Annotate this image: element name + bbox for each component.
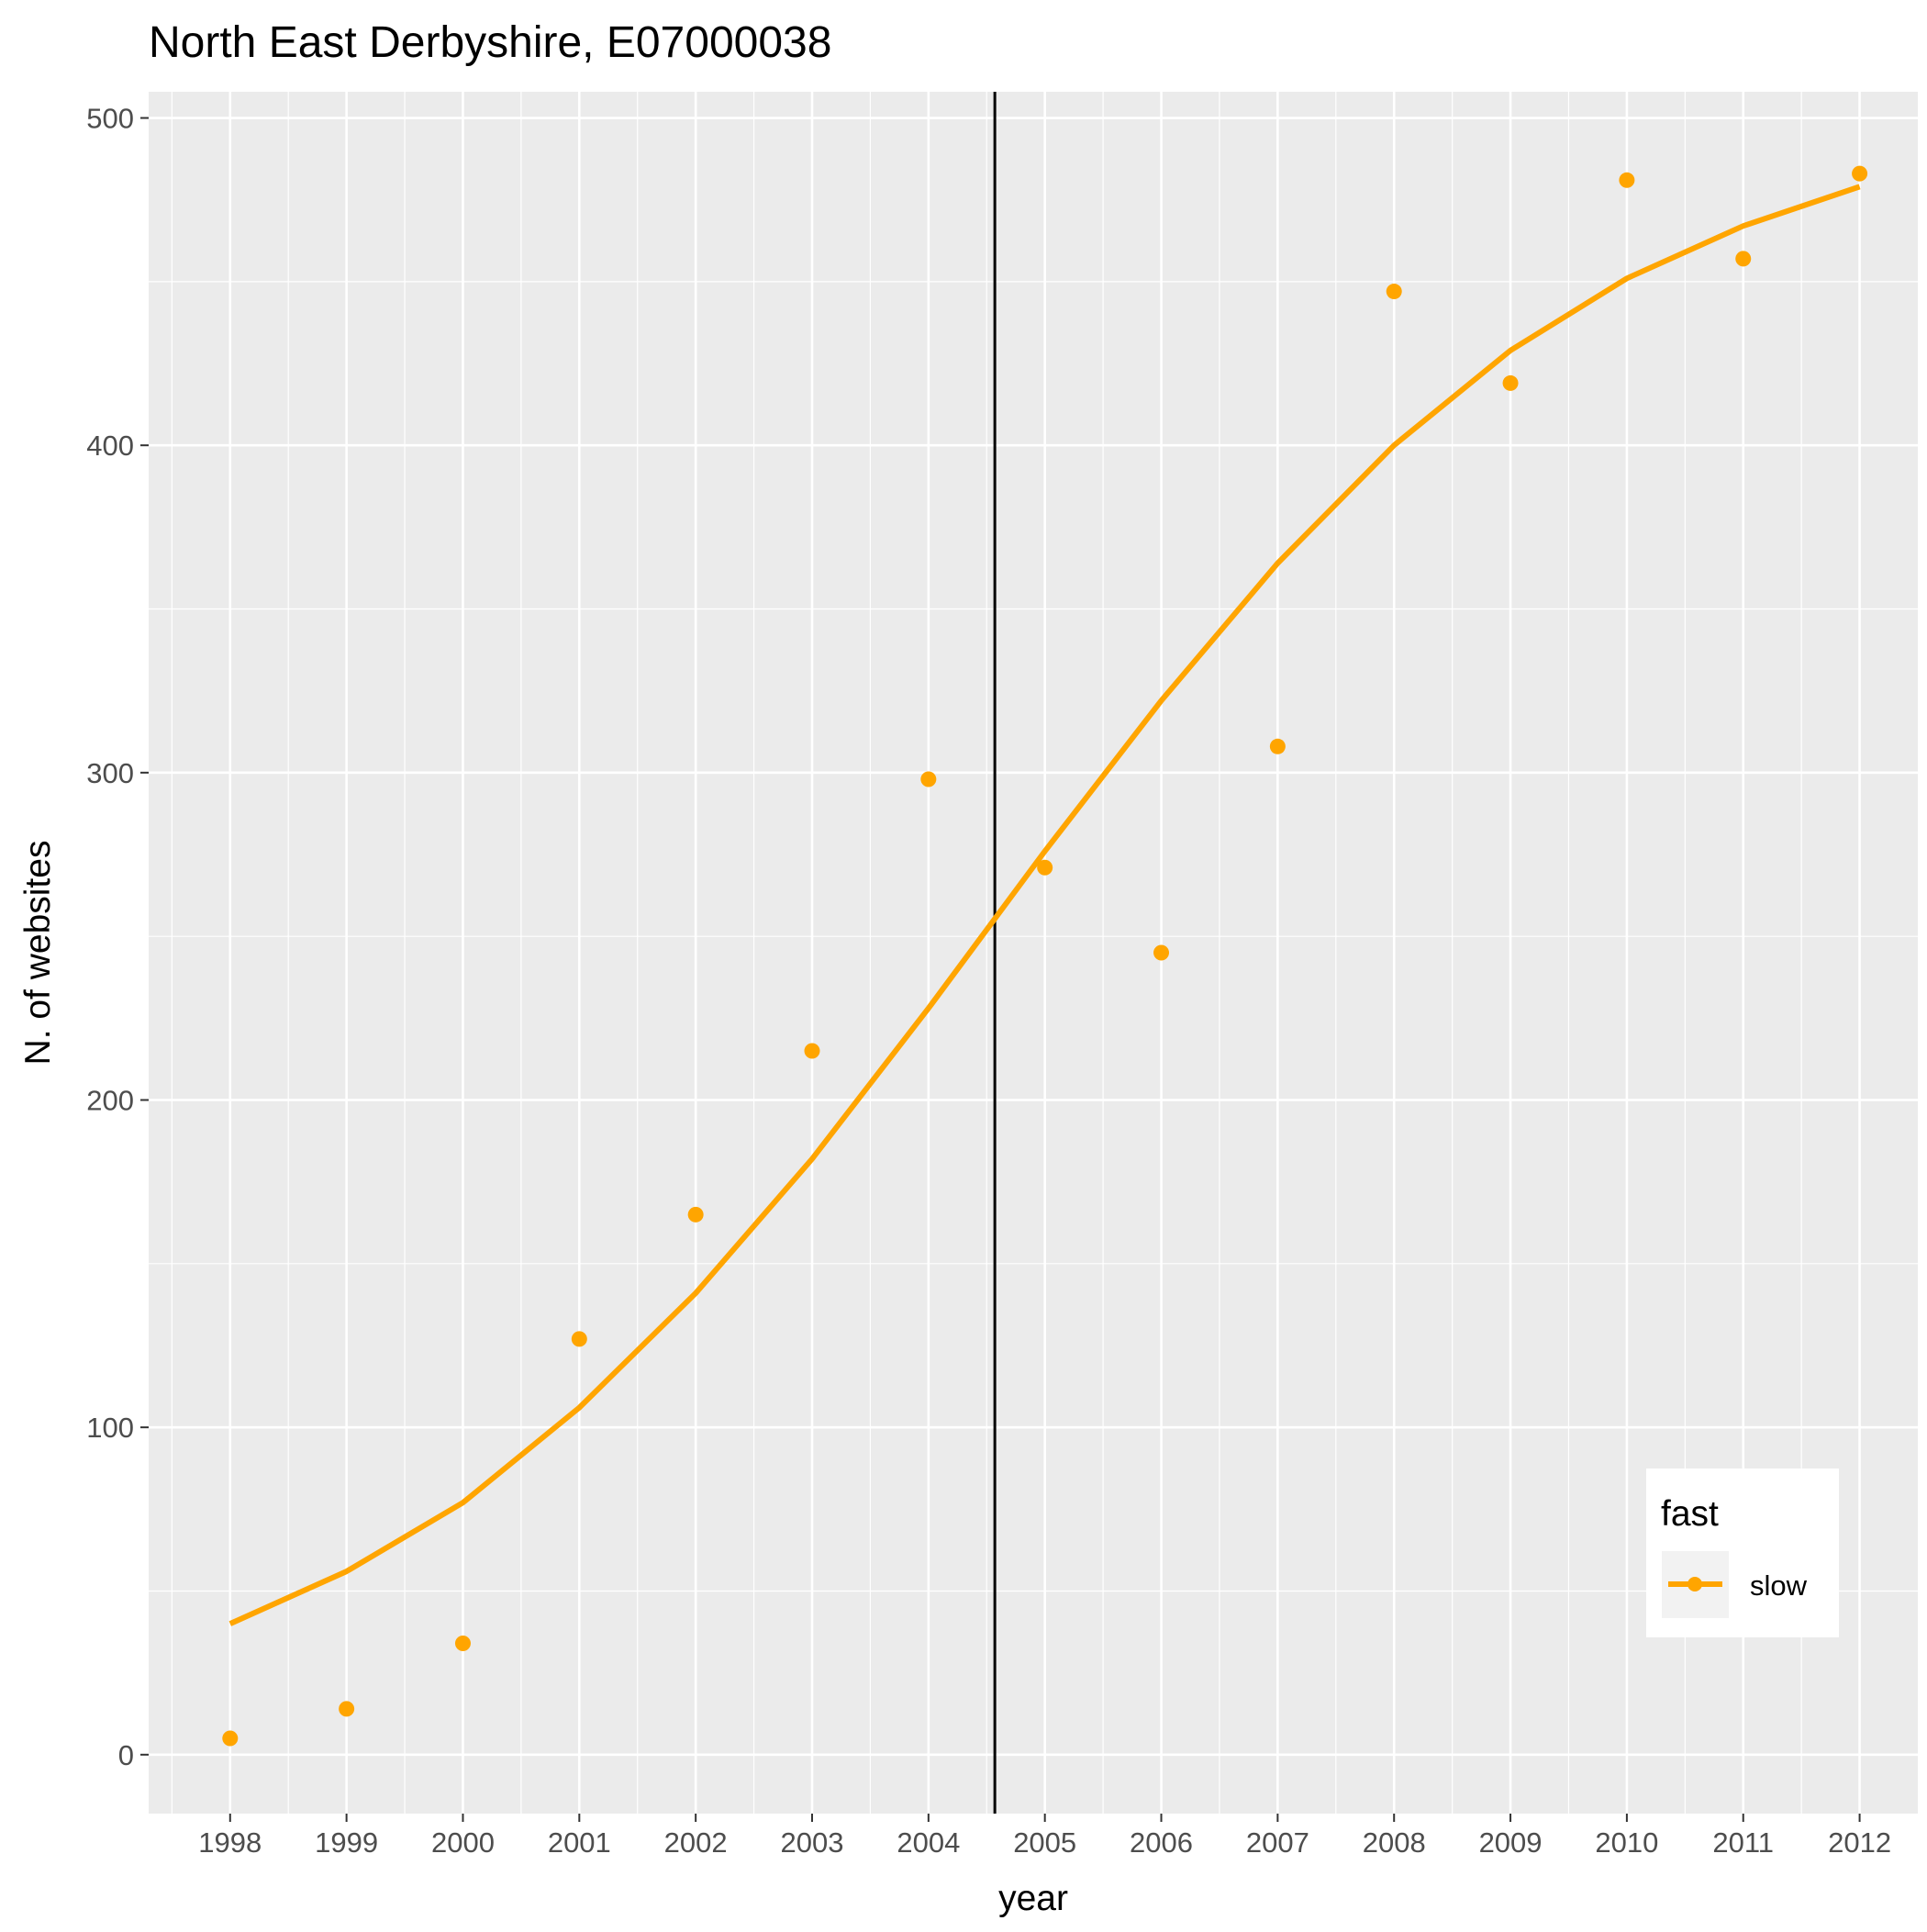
x-axis: 1998 1999 2000 2001 2002 2003 2004 2005 2006 2007… [198,1814,1891,1859]
data-point [1153,944,1170,961]
x-tick-label: 2012 [1828,1826,1891,1859]
data-point [1852,165,1868,182]
x-tick-label: 2004 [897,1826,960,1859]
x-tick-label: 2009 [1479,1826,1543,1859]
data-point [339,1701,355,1717]
y-tick-label: 100 [86,1412,134,1444]
data-point [571,1331,587,1347]
data-point [1386,284,1402,300]
x-axis-title: year [998,1879,1068,1918]
data-point [804,1043,820,1059]
trend-line-slow [228,184,1861,1626]
x-tick-label: 2002 [664,1826,728,1859]
data-point [222,1730,239,1747]
x-tick-label: 2006 [1130,1826,1193,1859]
chart-title: North East Derbyshire, E07000038 [149,18,831,67]
x-tick-label: 1998 [198,1826,262,1859]
data-point [1619,172,1635,188]
y-tick-label: 0 [118,1739,134,1771]
x-tick-label: 2007 [1246,1826,1309,1859]
legend: fast slow [1646,1469,1839,1637]
y-tick-label: 500 [86,103,134,135]
x-tick-label: 2003 [781,1826,844,1859]
x-tick-label: 2008 [1363,1826,1426,1859]
data-point [1037,859,1053,876]
y-axis: 0 100 200 300 400 500 [86,103,149,1771]
data-point [687,1206,704,1223]
grid-lines [149,92,1918,1814]
legend-title: fast [1661,1494,1719,1534]
series-layer [228,184,1861,1626]
legend-label-slow: slow [1750,1569,1808,1602]
points-layer [222,165,1868,1747]
data-point [1269,738,1286,754]
y-tick-label: 400 [86,430,134,462]
y-tick-label: 200 [86,1084,134,1116]
y-axis-title: N. of websites [18,841,58,1066]
x-tick-label: 2011 [1712,1826,1774,1859]
data-point [1735,251,1752,267]
x-tick-label: 1999 [315,1826,378,1859]
x-tick-label: 2001 [548,1826,611,1859]
data-point [454,1636,471,1652]
x-tick-label: 2005 [1013,1826,1076,1859]
data-point [920,771,937,787]
x-tick-label: 2000 [431,1826,495,1859]
legend-key-point [1688,1577,1702,1591]
plot-panel [149,92,1918,1814]
y-tick-label: 300 [86,757,134,789]
data-point [1502,374,1519,391]
x-tick-label: 2010 [1595,1826,1658,1859]
